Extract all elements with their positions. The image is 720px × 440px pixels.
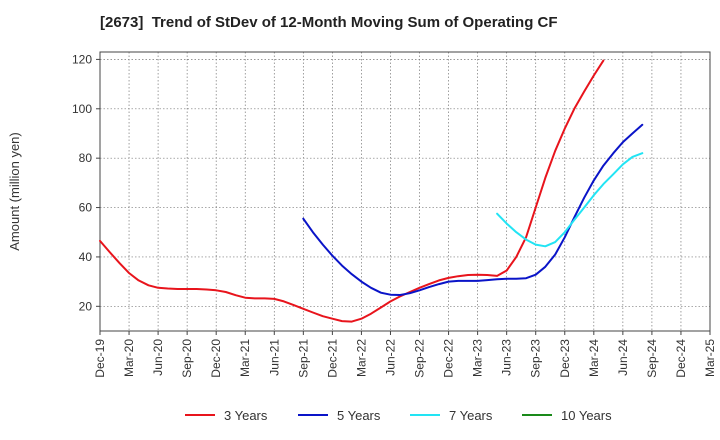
y-tick-label: 100	[72, 102, 92, 116]
x-tick-label: Dec-20	[209, 339, 223, 378]
y-tick-label: 40	[79, 250, 93, 264]
x-tick-label: Mar-25	[703, 339, 717, 377]
x-tick-label: Dec-24	[674, 339, 688, 378]
y-axis-label: Amount (million yen)	[7, 132, 22, 251]
plot-area	[100, 52, 710, 331]
x-tick-label: Sep-22	[413, 339, 427, 378]
x-tick-label: Jun-20	[151, 339, 165, 376]
x-tick-label: Sep-20	[180, 339, 194, 378]
x-tick-label: Dec-19	[93, 339, 107, 378]
x-tick-label: Jun-21	[267, 339, 281, 376]
legend-label: 7 Years	[449, 408, 493, 423]
y-tick-label: 80	[79, 151, 93, 165]
x-tick-label: Jun-22	[383, 339, 397, 376]
plot-border	[99, 51, 711, 332]
x-tick-label: Sep-21	[296, 339, 310, 378]
x-tick-label: Mar-20	[122, 339, 136, 377]
series-line-1	[99, 59, 605, 323]
x-tick-label: Jun-24	[616, 339, 630, 376]
chart-title: [2673] Trend of StDev of 12-Month Moving…	[100, 14, 558, 31]
x-tick-label: Mar-21	[238, 339, 252, 377]
y-tick-label: 120	[72, 52, 92, 66]
x-tick-label: Sep-23	[529, 339, 543, 378]
x-tick-label: Dec-23	[558, 339, 572, 378]
series-line-3	[496, 152, 644, 248]
legend-label: 10 Years	[561, 408, 612, 423]
y-tick-label: 60	[79, 201, 93, 215]
x-tick-label: Mar-24	[587, 339, 601, 377]
x-tick-label: Mar-23	[471, 339, 485, 377]
y-tick-label: 20	[79, 299, 93, 313]
x-tick-label: Dec-22	[442, 339, 456, 378]
x-tick-label: Jun-23	[500, 339, 514, 376]
x-tick-label: Mar-22	[354, 339, 368, 377]
legend-label: 3 Years	[224, 408, 268, 423]
x-tick-label: Sep-24	[645, 339, 659, 378]
series-line-2	[302, 123, 644, 296]
legend-label: 5 Years	[337, 408, 381, 423]
x-tick-label: Dec-21	[325, 339, 339, 378]
